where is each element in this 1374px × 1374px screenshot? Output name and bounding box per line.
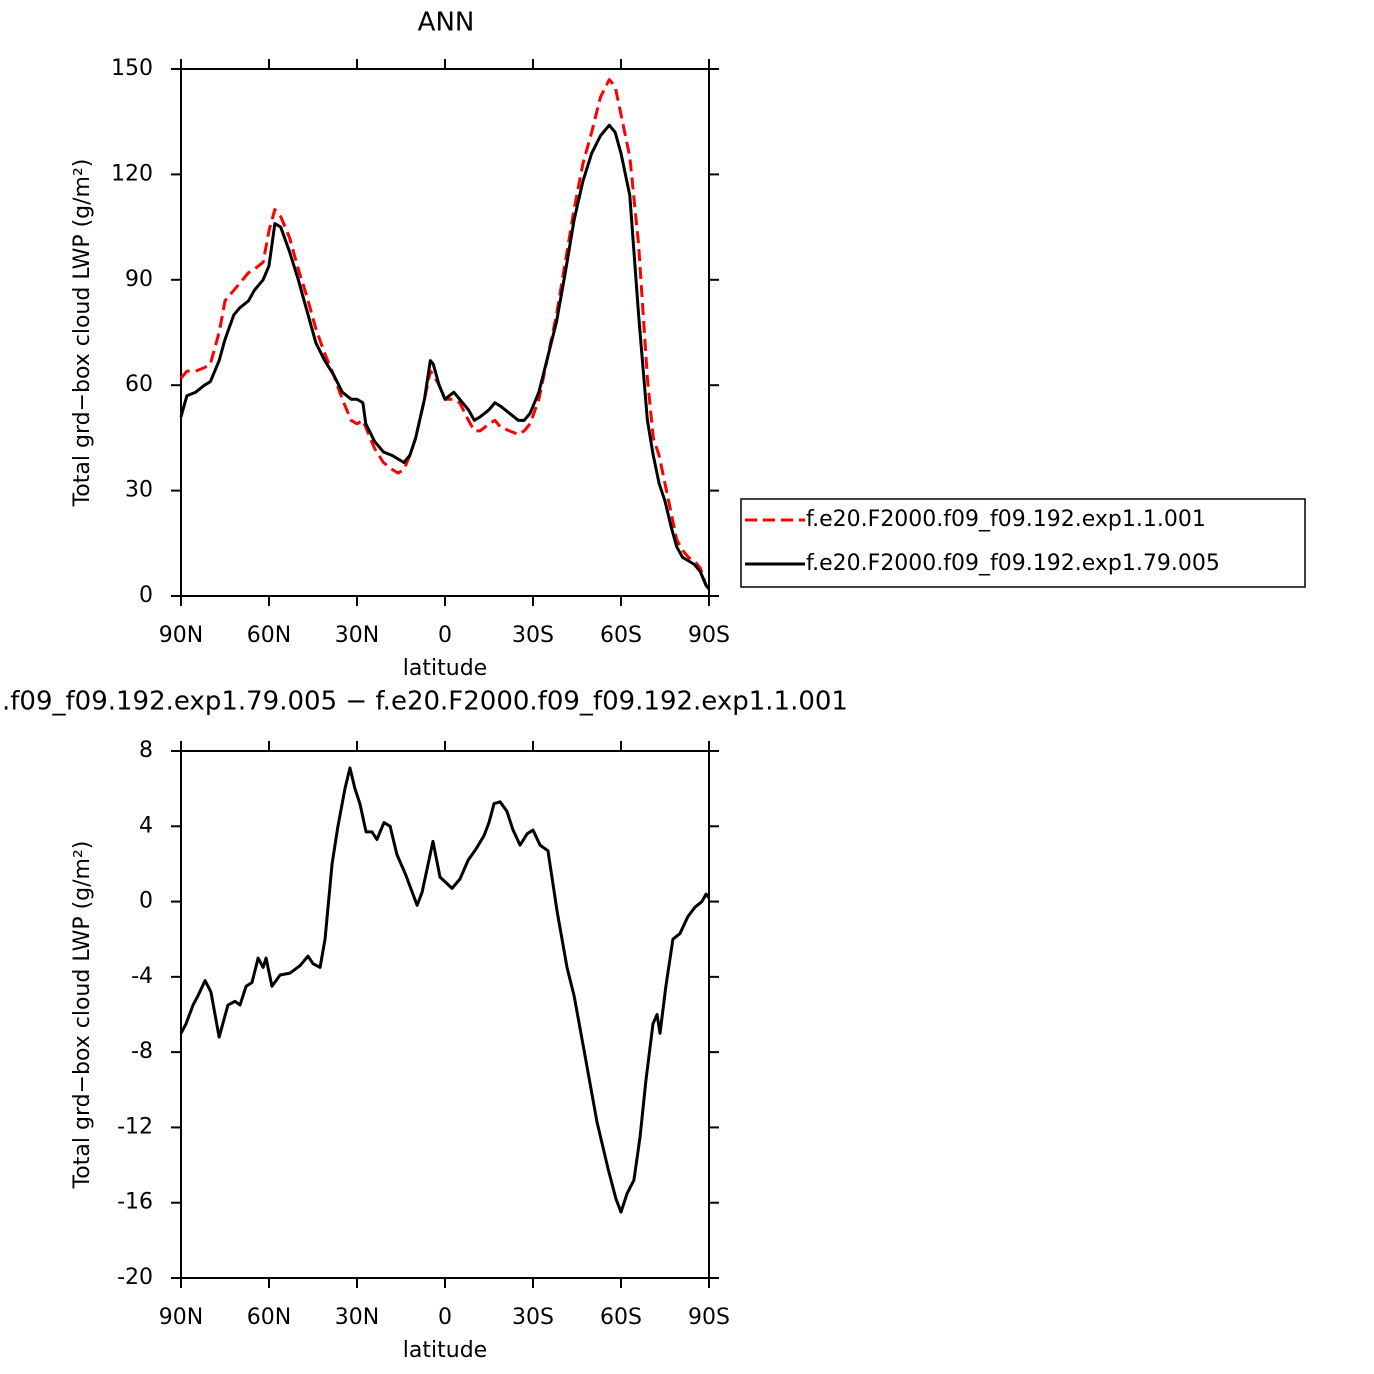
legend-label: f.e20.F2000.f09_f09.192.exp1.1.001: [806, 507, 1206, 532]
x-tick-label: 90N: [159, 1305, 203, 1330]
x-tick-label: 30N: [335, 1305, 379, 1330]
y-tick-label: 0: [139, 583, 153, 608]
legend-label: f.e20.F2000.f09_f09.192.exp1.79.005: [806, 551, 1220, 576]
y-tick-label: 8: [139, 738, 153, 763]
legend-box: [740, 498, 1306, 588]
x-tick-label: 60N: [247, 623, 291, 648]
x-tick-label: 0: [438, 623, 452, 648]
y-tick-label: 120: [111, 161, 153, 186]
y-tick-label: 0: [139, 889, 153, 914]
y-axis-label: Total grd−box cloud LWP (g/m²): [70, 159, 95, 508]
chart-title: .f09_f09.192.exp1.79.005 − f.e20.F2000.f…: [2, 687, 848, 717]
x-tick-label: 60N: [247, 1305, 291, 1330]
y-tick-label: -8: [131, 1039, 153, 1064]
x-tick-label: 60S: [600, 623, 642, 648]
y-tick-label: -20: [117, 1265, 153, 1290]
x-axis-label: latitude: [403, 1338, 487, 1363]
x-tick-label: 30S: [512, 623, 554, 648]
plot-frame: [180, 68, 710, 597]
data-line: [179, 78, 711, 590]
y-tick-label: 150: [111, 56, 153, 81]
data-line: [179, 766, 711, 1214]
plot-frame: [180, 750, 710, 1279]
y-tick-label: -12: [117, 1114, 153, 1139]
chart-title: ANN: [418, 8, 475, 38]
x-tick-label: 60S: [600, 1305, 642, 1330]
y-tick-label: 90: [125, 267, 153, 292]
x-tick-label: 30S: [512, 1305, 554, 1330]
x-tick-label: 90S: [688, 623, 730, 648]
x-tick-label: 0: [438, 1305, 452, 1330]
x-tick-label: 90N: [159, 623, 203, 648]
y-axis-label: Total grd−box cloud LWP (g/m²): [70, 841, 95, 1190]
x-tick-label: 90S: [688, 1305, 730, 1330]
y-tick-label: -16: [117, 1190, 153, 1215]
y-tick-label: 30: [125, 478, 153, 503]
data-line: [179, 123, 711, 590]
x-axis-label: latitude: [403, 656, 487, 681]
y-tick-label: 4: [139, 813, 153, 838]
y-tick-label: 60: [125, 372, 153, 397]
x-tick-label: 30N: [335, 623, 379, 648]
y-tick-label: -4: [131, 964, 153, 989]
